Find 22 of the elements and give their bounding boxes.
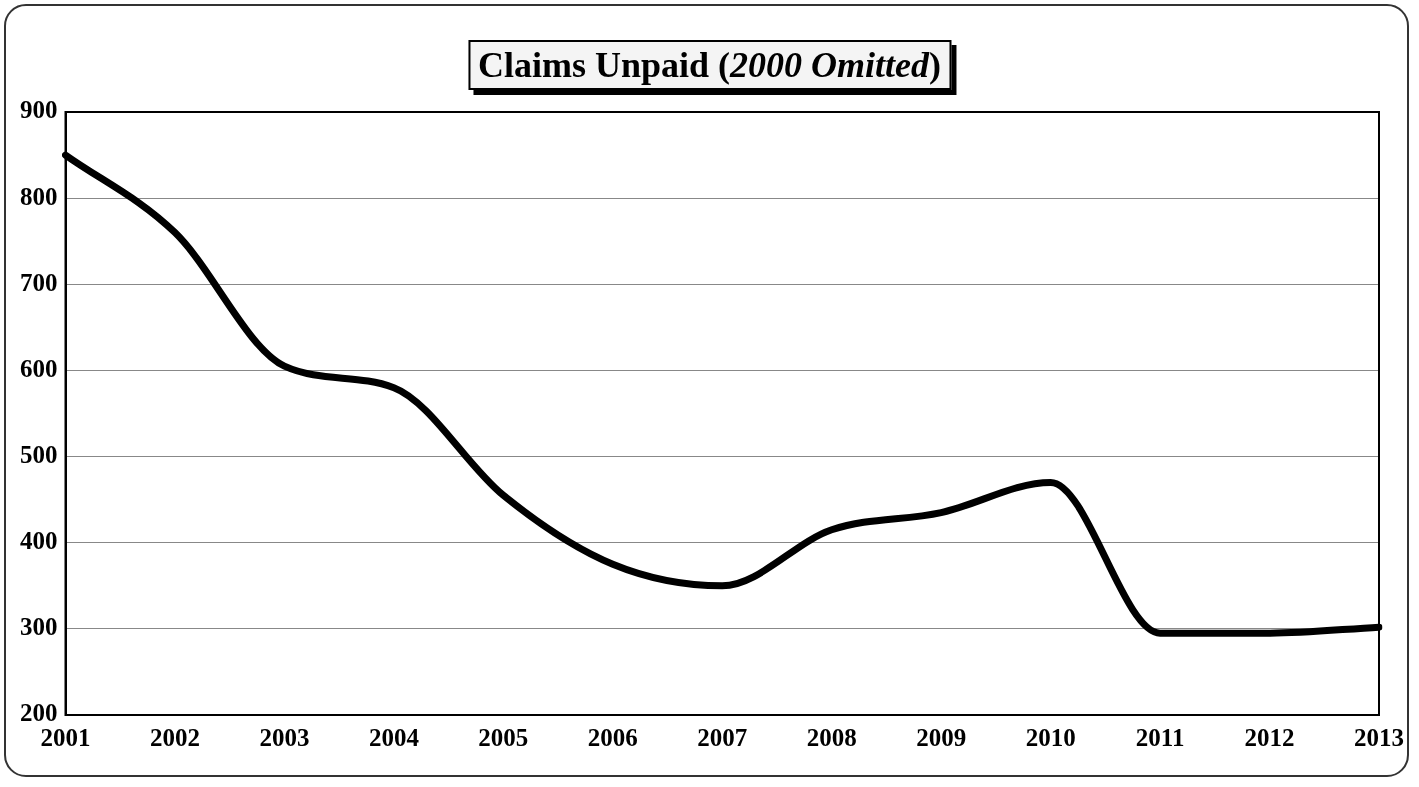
x-tick-label: 2009 xyxy=(916,724,967,752)
y-tick-label: 200 xyxy=(20,699,58,727)
x-tick-label: 2010 xyxy=(1025,724,1076,752)
y-tick-label: 900 xyxy=(20,96,58,124)
x-tick-label: 2001 xyxy=(40,724,91,752)
x-tick-label: 2002 xyxy=(149,724,200,752)
y-tick-label: 800 xyxy=(20,182,58,210)
x-tick-label: 2013 xyxy=(1354,724,1404,752)
x-tick-label: 2004 xyxy=(368,724,420,752)
y-tick-label: 600 xyxy=(20,354,58,382)
x-tick-label: 2003 xyxy=(259,724,310,752)
y-tick-label: 400 xyxy=(20,527,58,555)
y-tick-label: 300 xyxy=(20,613,58,641)
y-tick-label: 500 xyxy=(20,441,58,469)
x-tick-label: 2008 xyxy=(806,724,857,752)
chart-title: Claims Unpaid (2000 Omitted) xyxy=(467,40,952,90)
y-tick-label: 700 xyxy=(20,268,58,296)
x-tick-label: 2011 xyxy=(1135,724,1185,752)
x-tick-label: 2005 xyxy=(478,724,529,752)
x-tick-label: 2012 xyxy=(1244,724,1295,752)
x-tick-label: 2007 xyxy=(697,724,748,752)
x-tick-label: 2006 xyxy=(587,724,638,752)
